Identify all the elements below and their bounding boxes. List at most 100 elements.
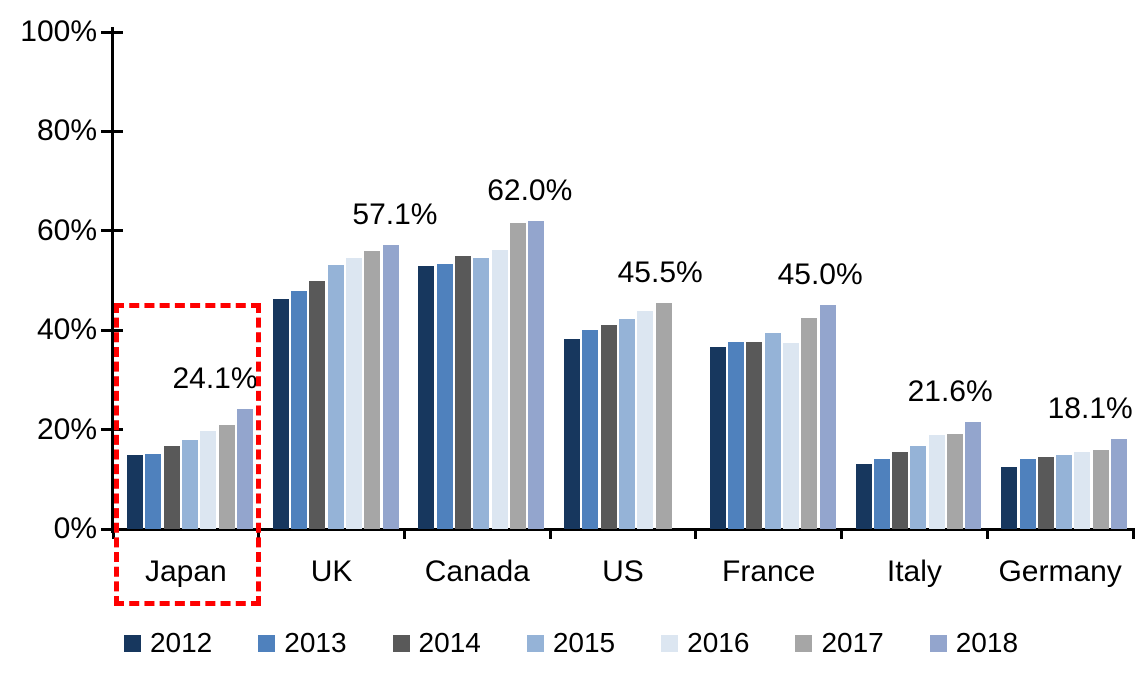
bar-us-2013 <box>582 329 599 529</box>
legend-item-2013: 2013 <box>258 627 347 658</box>
bar-japan-2016 <box>200 430 217 529</box>
x-axis-tick <box>111 529 115 539</box>
y-axis-tick-label: 60% <box>36 213 97 247</box>
bar-germany-2013 <box>1019 459 1036 529</box>
legend-label: 2017 <box>821 627 884 658</box>
bar-germany-2016 <box>1074 451 1091 529</box>
data-label-germany: 18.1% <box>1047 392 1133 426</box>
data-label-italy: 21.6% <box>907 374 993 408</box>
legend-item-2015: 2015 <box>526 627 616 658</box>
y-axis-tick-label: 80% <box>36 114 97 148</box>
bar-japan-2017 <box>218 425 235 529</box>
legend-label: 2013 <box>284 627 347 658</box>
japan-highlight-box <box>114 303 261 606</box>
bar-canada-2015 <box>473 257 490 529</box>
bar-france-2015 <box>764 333 781 529</box>
legend-swatch-icon <box>258 634 276 652</box>
x-axis-tick <box>985 529 989 539</box>
bar-uk-2015 <box>327 264 344 529</box>
legend-item-2016: 2016 <box>661 628 749 658</box>
bar-france-2018 <box>819 305 836 529</box>
bar-italy-2014 <box>892 452 909 529</box>
y-axis-tick <box>101 129 123 133</box>
bar-germany-2017 <box>1092 449 1109 529</box>
bar-japan-2018 <box>236 409 253 529</box>
x-axis-label-uk: UK <box>310 555 353 588</box>
y-axis-tick <box>101 229 123 233</box>
legend-swatch-icon <box>526 634 544 652</box>
legend-swatch-icon <box>123 634 141 652</box>
bar-germany-2015 <box>1056 454 1073 529</box>
bar-italy-2013 <box>873 458 890 529</box>
bar-canada-2013 <box>436 264 453 529</box>
bar-france-2013 <box>728 341 745 529</box>
bar-us-2014 <box>600 324 617 529</box>
x-axis-tick <box>694 529 698 539</box>
bar-italy-2018 <box>965 421 982 529</box>
legend-swatch-icon <box>929 634 947 652</box>
y-axis-tick-label: 20% <box>36 412 97 446</box>
x-axis-label-france: France <box>722 555 816 588</box>
bar-japan-2012 <box>127 455 143 529</box>
legend-label: 2014 <box>418 627 481 658</box>
bar-france-2017 <box>801 318 818 529</box>
legend-item-2018: 2018 <box>929 627 1019 658</box>
legend-swatch-icon <box>661 634 679 652</box>
y-axis-tick-label: 100% <box>20 15 97 48</box>
bar-france-2012 <box>709 346 726 529</box>
bar-uk-2018 <box>382 245 399 529</box>
legend-label: 2012 <box>149 627 213 658</box>
data-label-us: 45.5% <box>617 255 703 289</box>
bar-canada-2016 <box>491 250 508 529</box>
data-label-japan: 24.1% <box>172 362 258 396</box>
x-axis-label-us: US <box>602 555 644 588</box>
y-axis-tick <box>101 30 123 34</box>
y-axis-tick-label: 0% <box>53 512 97 545</box>
bar-canada-2018 <box>528 220 545 529</box>
y-axis-tick <box>101 428 123 432</box>
bar-uk-2016 <box>345 257 362 529</box>
x-axis-label-canada: Canada <box>424 555 530 588</box>
y-axis-line <box>111 27 114 533</box>
legend-label: 2016 <box>687 627 750 658</box>
x-axis-tick <box>548 529 552 539</box>
bar-japan-2014 <box>163 446 180 529</box>
bar-italy-2015 <box>910 445 927 529</box>
bar-us-2017 <box>655 302 672 529</box>
bar-italy-2017 <box>947 433 964 529</box>
legend-label: 2015 <box>552 627 616 658</box>
y-axis-tick-label: 40% <box>36 313 97 347</box>
bar-italy-2016 <box>928 434 945 529</box>
bar-japan-2015 <box>181 440 198 529</box>
legend-swatch-icon <box>795 634 813 652</box>
legend-item-2017: 2017 <box>795 627 884 658</box>
bar-uk-2013 <box>291 291 307 529</box>
bar-france-2016 <box>783 343 800 529</box>
bar-uk-2014 <box>309 281 326 529</box>
x-axis-label-italy: Italy <box>886 555 942 588</box>
x-axis-tick <box>1131 529 1135 539</box>
bar-germany-2012 <box>1001 467 1018 529</box>
x-axis-label-japan: Japan <box>144 555 227 588</box>
legend-item-2012: 2012 <box>123 627 213 658</box>
bar-us-2012 <box>564 338 581 529</box>
bar-uk-2012 <box>272 298 289 529</box>
bar-canada-2017 <box>509 223 526 529</box>
legend-item-2014: 2014 <box>392 627 481 658</box>
data-label-canada: 62.0% <box>487 173 573 207</box>
bar-uk-2017 <box>364 251 381 529</box>
bar-germany-2018 <box>1111 439 1128 529</box>
bar-canada-2014 <box>455 256 472 529</box>
y-axis-tick <box>101 328 123 332</box>
x-axis-tick <box>402 529 406 539</box>
bar-japan-2013 <box>145 454 162 529</box>
bar-canada-2012 <box>418 265 435 529</box>
bar-us-2016 <box>637 311 654 529</box>
x-axis-label-germany: Germany <box>998 555 1122 588</box>
x-axis-line <box>111 528 1135 531</box>
bar-germany-2014 <box>1037 457 1054 529</box>
legend-label: 2018 <box>955 627 1019 658</box>
bar-france-2014 <box>746 342 763 529</box>
bar-us-2015 <box>619 319 636 529</box>
